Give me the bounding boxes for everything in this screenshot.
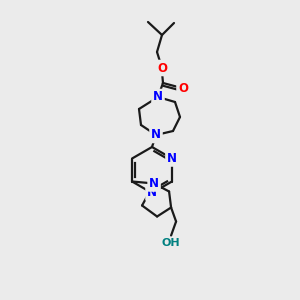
Text: N: N [151, 128, 161, 142]
Text: N: N [167, 152, 177, 165]
Text: N: N [147, 187, 157, 200]
Text: N: N [149, 177, 159, 190]
Text: OH: OH [162, 238, 180, 248]
Text: N: N [153, 91, 163, 103]
Text: O: O [157, 61, 167, 74]
Text: O: O [178, 82, 188, 94]
